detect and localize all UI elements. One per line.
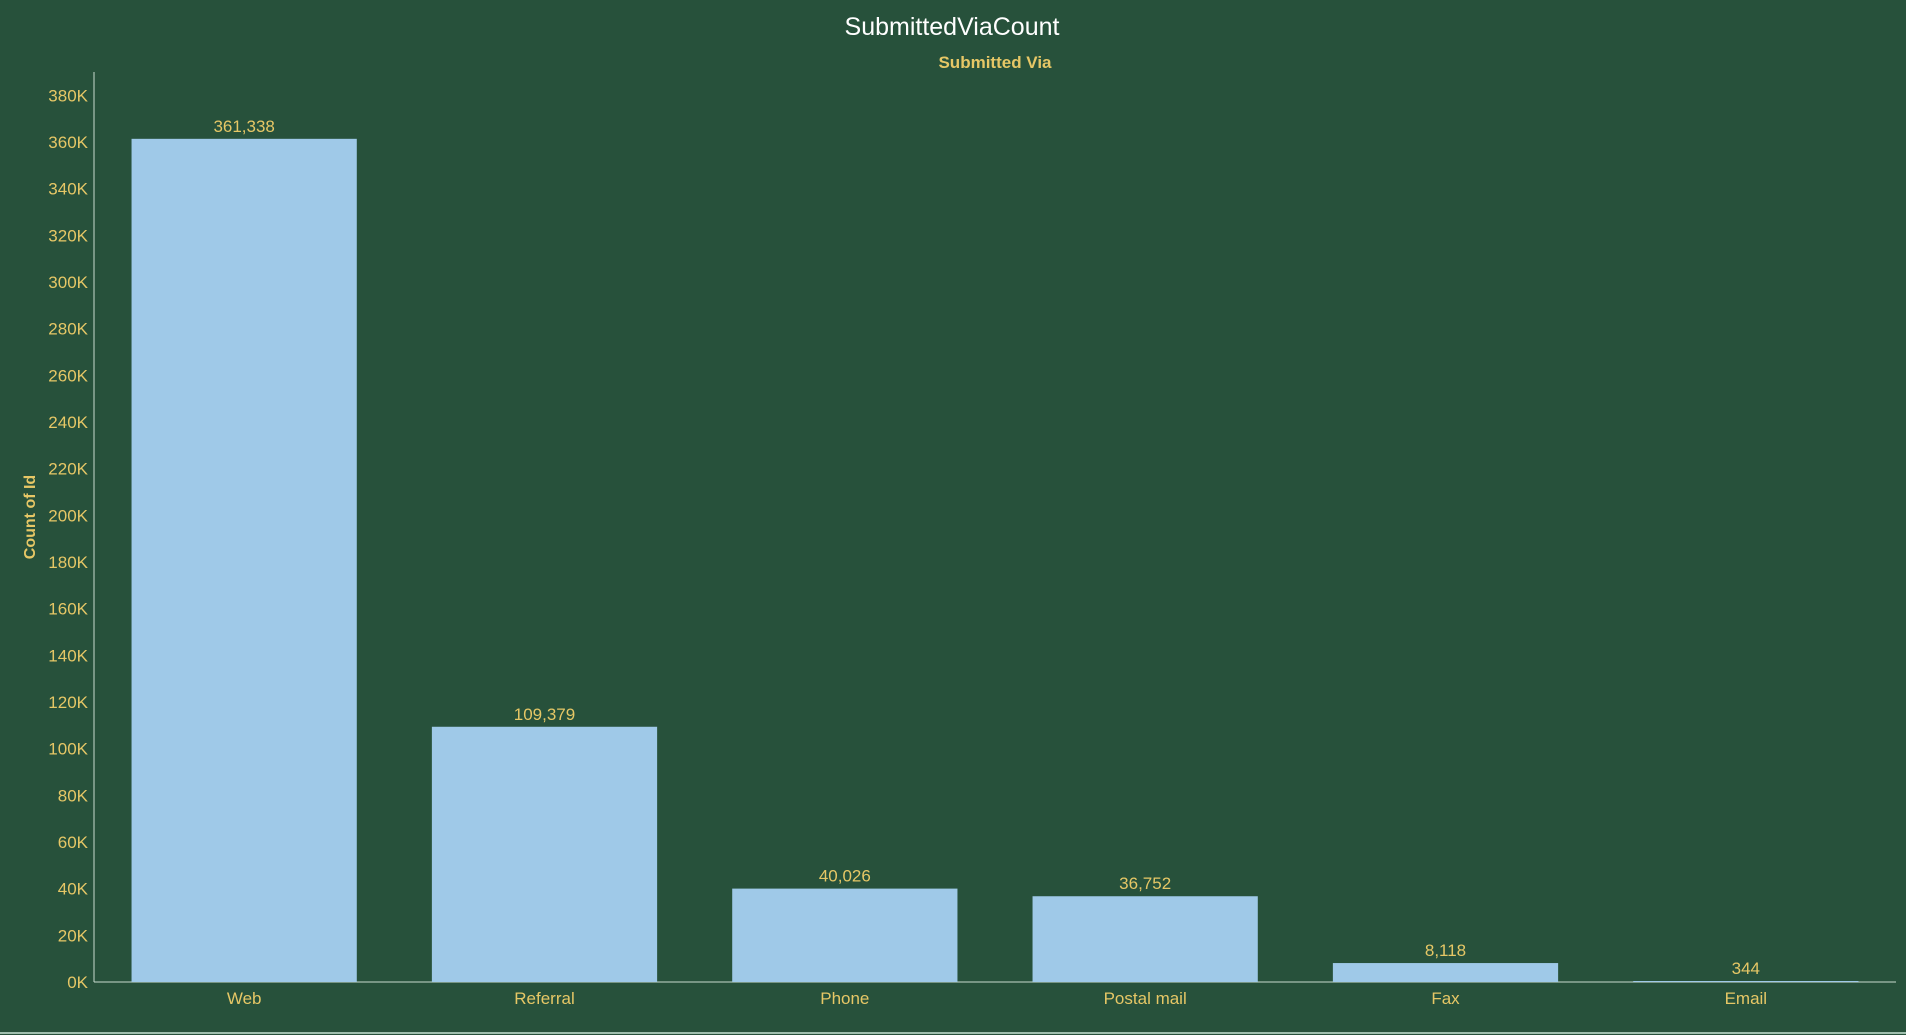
data-label: 344: [1732, 959, 1760, 978]
y-tick-label: 40K: [58, 880, 89, 899]
x-axis-header: Submitted Via: [938, 53, 1052, 72]
y-tick-label: 320K: [48, 226, 88, 245]
y-axis-ticks: 0K 20K 40K 60K 80K 100K 120K 140K 160K 180K 200K 22…: [48, 86, 88, 992]
data-label: 40,026: [819, 867, 871, 886]
x-tick-label: Web: [227, 989, 262, 1008]
x-tick-label: Fax: [1431, 989, 1460, 1008]
bar: [1032, 896, 1258, 982]
bars: [131, 138, 1859, 983]
y-tick-label: 220K: [48, 460, 88, 479]
y-tick-label: 140K: [48, 646, 88, 665]
y-tick-label: 280K: [48, 320, 88, 339]
y-tick-label: 200K: [48, 506, 88, 525]
y-tick-label: 100K: [48, 740, 88, 759]
x-tick-label: Referral: [514, 989, 574, 1008]
bar: [1332, 963, 1559, 982]
x-tick-label: Email: [1725, 989, 1768, 1008]
y-tick-label: 20K: [58, 926, 89, 945]
bar: [431, 726, 658, 982]
bar: [1633, 981, 1859, 982]
y-tick-label: 300K: [48, 273, 88, 292]
y-tick-label: 0K: [67, 973, 88, 992]
y-tick-label: 360K: [48, 133, 88, 152]
bar: [732, 888, 958, 982]
y-tick-label: 380K: [48, 86, 88, 105]
x-tick-label: Phone: [820, 989, 869, 1008]
x-axis-ticks: Web Referral Phone Postal mail Fax Email: [227, 989, 1767, 1008]
data-label: 109,379: [514, 705, 575, 724]
data-label: 361,338: [213, 117, 274, 136]
y-tick-label: 120K: [48, 693, 88, 712]
y-tick-label: 260K: [48, 366, 88, 385]
data-labels: 361,338 109,379 40,026 36,752 8,118 344: [213, 117, 1760, 978]
y-axis-label: Count of Id: [22, 475, 39, 559]
x-tick-label: Postal mail: [1104, 989, 1187, 1008]
y-tick-label: 240K: [48, 413, 88, 432]
bottom-divider: [0, 1032, 1906, 1034]
y-tick-label: 160K: [48, 600, 88, 619]
bar: [131, 138, 357, 983]
data-label: 36,752: [1119, 874, 1171, 893]
y-tick-label: 80K: [58, 786, 89, 805]
y-tick-label: 60K: [58, 833, 89, 852]
chart-title: SubmittedViaCount: [845, 13, 1060, 41]
data-label: 8,118: [1425, 941, 1466, 960]
y-tick-label: 180K: [48, 553, 88, 572]
y-tick-label: 340K: [48, 180, 88, 199]
